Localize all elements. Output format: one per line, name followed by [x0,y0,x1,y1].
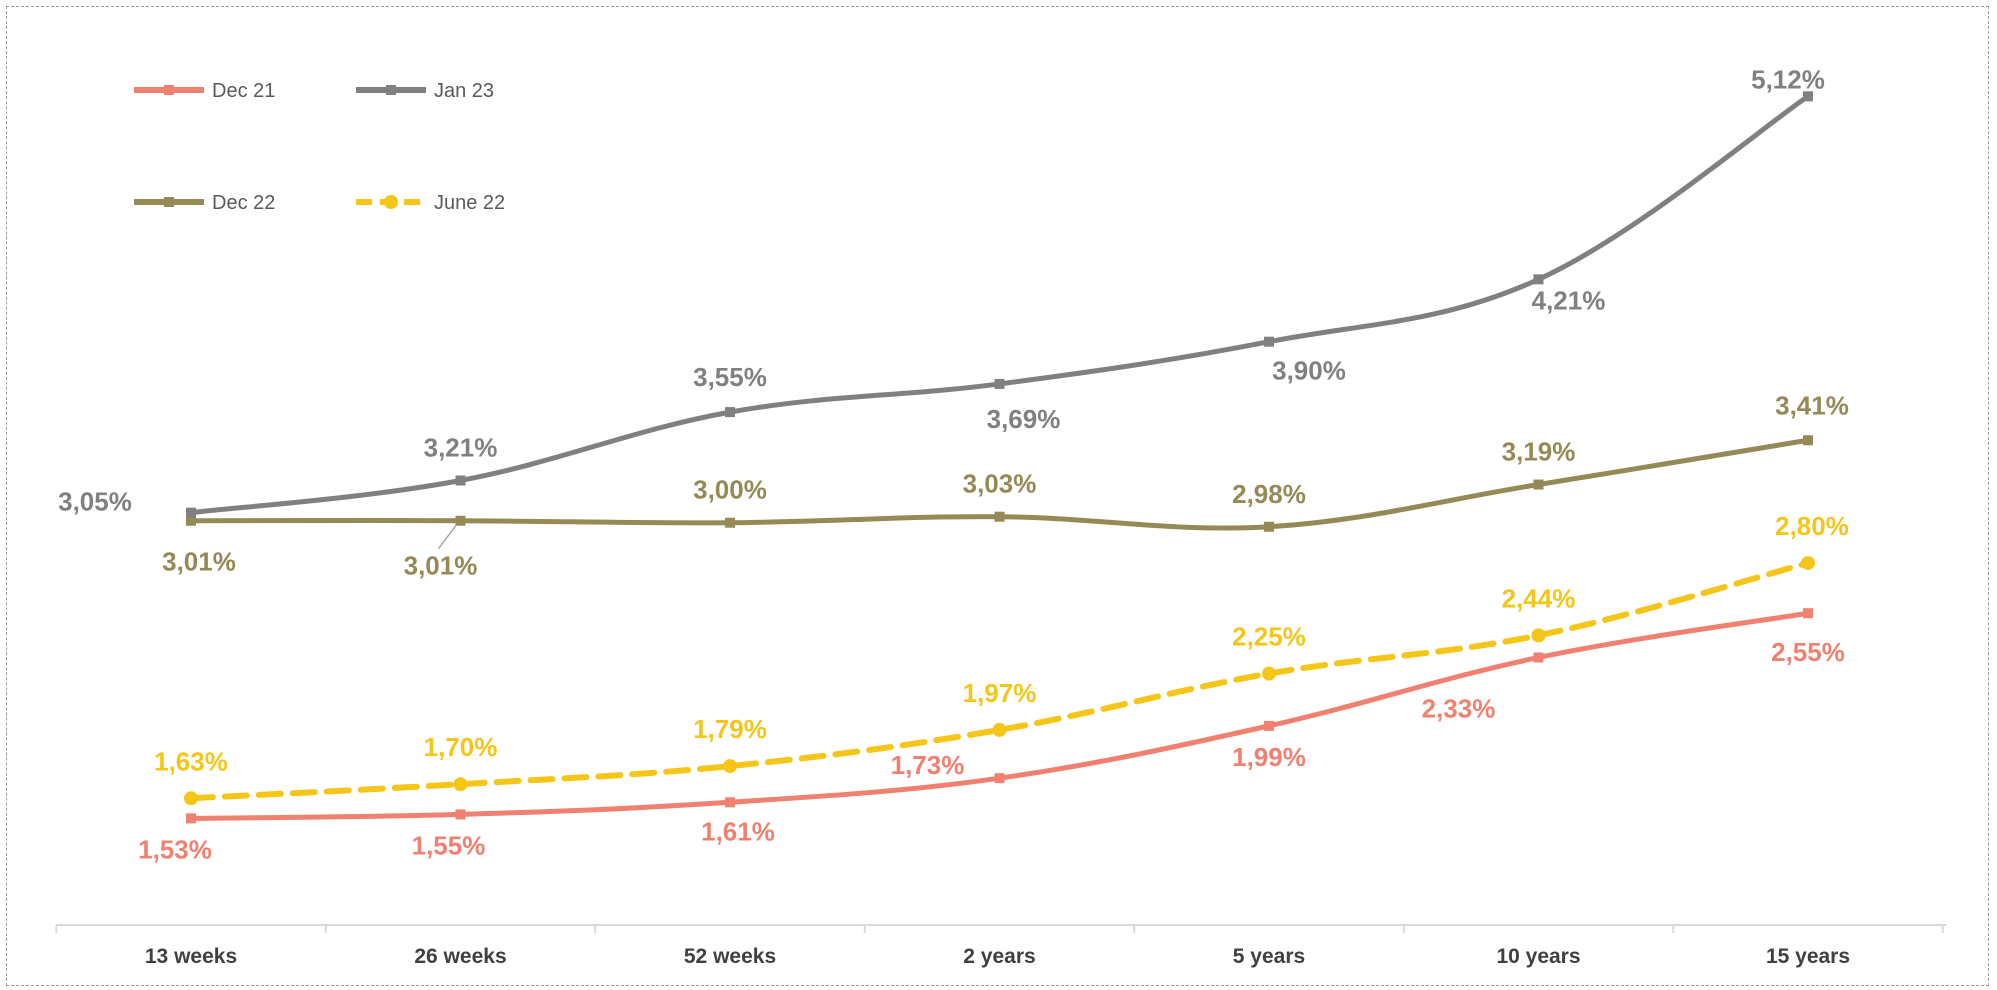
point-dec-21-52-weeks [725,797,735,808]
legend-label-jan-23: Jan 23 [434,80,494,102]
series-layer [184,91,1815,824]
point-june-22-15-years [1801,555,1815,570]
legend-item-jan-23: Jan 23 [356,80,494,102]
point-dec-22-2-years [994,511,1005,522]
data-label-dec-21-13-weeks: 1,53% [138,834,212,864]
x-tick-label-13-weeks: 13 weeks [145,945,237,968]
point-jan-23-13-weeks [186,507,196,518]
point-dec-22-5-years [1264,521,1274,532]
point-jan-23-15-years [1803,91,1813,102]
legend-label-june-22: June 22 [434,192,505,214]
data-label-jan-23-13-weeks: 3,05% [58,487,132,517]
data-label-dec-22-10-years: 3,19% [1502,437,1576,467]
legend-item-dec-21: Dec 21 [134,80,275,102]
data-label-jan-23-10-years: 4,21% [1532,285,1606,315]
legend-item-dec-22: Dec 22 [134,192,275,214]
legend-marker [164,85,174,95]
legend-marker [386,85,396,95]
point-dec-21-15-years [1803,608,1813,619]
x-tick-label-26-weeks: 26 weeks [414,945,506,968]
point-june-22-5-years [1262,666,1276,681]
data-label-dec-22-13-weeks: 3,01% [162,547,236,577]
data-label-june-22-2-years: 1,97% [963,678,1037,708]
point-dec-22-15-years [1803,435,1813,446]
point-dec-21-13-weeks [186,813,196,824]
data-label-dec-22-2-years: 3,03% [963,469,1037,499]
data-label-june-22-5-years: 2,25% [1232,622,1306,652]
data-label-jan-23-26-weeks: 3,21% [424,432,498,462]
data-label-jan-23-52-weeks: 3,55% [693,362,767,392]
data-label-dec-22-15-years: 3,41% [1775,390,1849,420]
data-label-june-22-26-weeks: 1,70% [424,732,498,762]
data-label-jan-23-5-years: 3,90% [1272,356,1346,386]
point-dec-22-52-weeks [725,517,735,528]
legend-item-june-22: June 22 [356,192,505,214]
data-label-dec-22-52-weeks: 3,00% [693,475,767,505]
point-dec-21-2-years [994,773,1005,784]
x-tick-label-15-years: 15 years [1766,945,1850,968]
x-tick-label-2-years: 2 years [963,945,1035,968]
point-jan-23-2-years [994,378,1005,389]
point-june-22-2-years [992,722,1007,737]
point-dec-22-13-weeks [186,515,196,526]
point-dec-22-10-years [1533,479,1544,490]
point-june-22-13-weeks [184,791,198,806]
point-jan-23-5-years [1264,336,1274,347]
x-tick-label-52-weeks: 52 weeks [684,945,776,968]
data-labels: 3,01% 3,01% 3,00% 3,03% 2,98% 3,19% 3,41% 3,05%… [58,64,1849,864]
point-june-22-10-years [1531,628,1546,643]
point-june-22-52-weeks [723,759,737,774]
data-label-dec-21-2-years: 1,73% [891,750,965,780]
data-label-june-22-10-years: 2,44% [1502,583,1576,613]
x-tick-label-5-years: 5 years [1233,945,1305,968]
data-label-june-22-13-weeks: 1,63% [154,746,228,776]
point-dec-21-26-weeks [455,809,466,820]
data-label-dec-21-15-years: 2,55% [1771,637,1845,667]
point-jan-23-52-weeks [725,407,735,418]
data-label-dec-21-5-years: 1,99% [1232,742,1306,772]
point-jan-23-26-weeks [455,475,466,486]
legend-label-dec-22: Dec 22 [212,192,275,214]
point-june-22-26-weeks [453,777,468,792]
point-dec-22-26-weeks [455,515,466,526]
legend-marker [164,197,174,207]
x-axis: 13 weeks 26 weeks 52 weeks 2 years 5 years 10… [55,924,1946,968]
data-label-dec-21-26-weeks: 1,55% [412,830,486,860]
data-label-dec-21-52-weeks: 1,61% [701,816,775,846]
data-label-jan-23-15-years: 5,12% [1751,64,1825,94]
data-label-dec-22-26-weeks: 3,01% [404,551,478,581]
data-label-dec-22-5-years: 2,98% [1232,479,1306,509]
legend: Dec 21 Jan 23 Dec 22 June 22 [134,80,505,214]
data-label-dec-21-10-years: 2,33% [1422,693,1496,723]
data-label-june-22-15-years: 2,80% [1775,511,1849,541]
data-label-jan-23-2-years: 3,69% [987,404,1061,434]
legend-marker [384,195,398,209]
leader-line [437,524,458,550]
x-tick-label-10-years: 10 years [1496,945,1580,968]
legend-label-dec-21: Dec 21 [212,80,275,102]
point-dec-21-5-years [1264,720,1274,731]
point-jan-23-10-years [1533,274,1544,285]
data-label-june-22-52-weeks: 1,79% [693,714,767,744]
point-dec-21-10-years [1533,652,1544,663]
